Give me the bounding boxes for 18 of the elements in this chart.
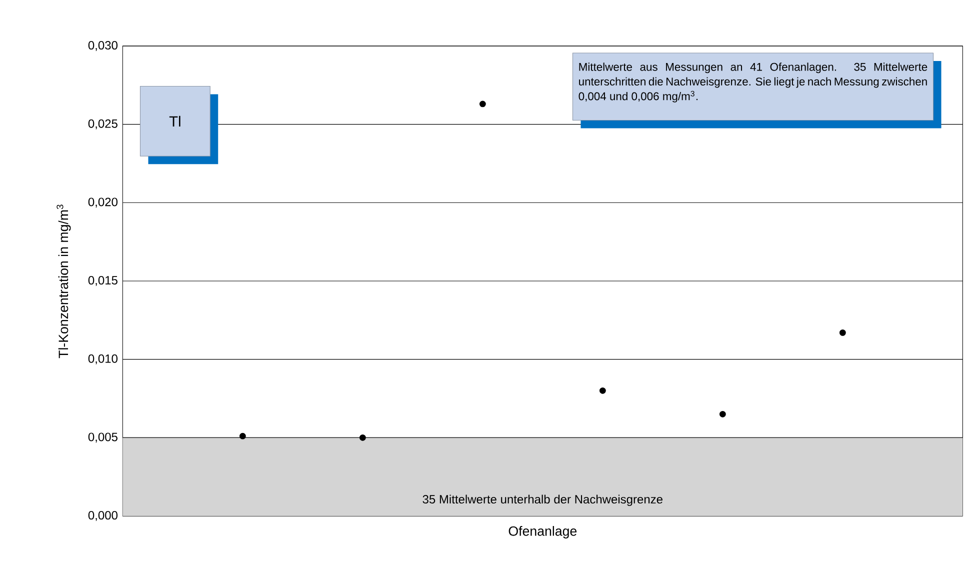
- y-tick-label: 0,020: [88, 198, 118, 208]
- y-tick-label: 0,030: [88, 41, 118, 51]
- point: [239, 432, 246, 440]
- y-tick-label: 0,015: [88, 276, 118, 286]
- point: [359, 434, 366, 441]
- y-tick-label: 0,025: [88, 119, 118, 130]
- y-tick-label: 0,005: [88, 432, 118, 443]
- y-tick-label: 0,000: [88, 511, 118, 521]
- point: [839, 329, 846, 336]
- annotation: Tl: [169, 116, 180, 127]
- point: [479, 100, 486, 108]
- point: [719, 410, 726, 418]
- y-tick-label: 0,010: [88, 354, 118, 364]
- y-axis-title: Tl-Konzentration in mg/m$^{3}$: [56, 204, 71, 358]
- band-label: 35 Mittelwerte unterhalb der Nachweisgrenze: [422, 494, 662, 506]
- annotation: Mittelwerte aus Messungen an 41 Ofenanlagen. 35 Mittelwerte unterschritten die Nachweisgrenze. Sie liegt je nach Messung zwischen 0,004 und 0,006 mg/m$^{3}$.: [578, 62, 928, 102]
- point: [599, 387, 606, 394]
- x-axis-title: Ofenanlage: [508, 526, 577, 538]
